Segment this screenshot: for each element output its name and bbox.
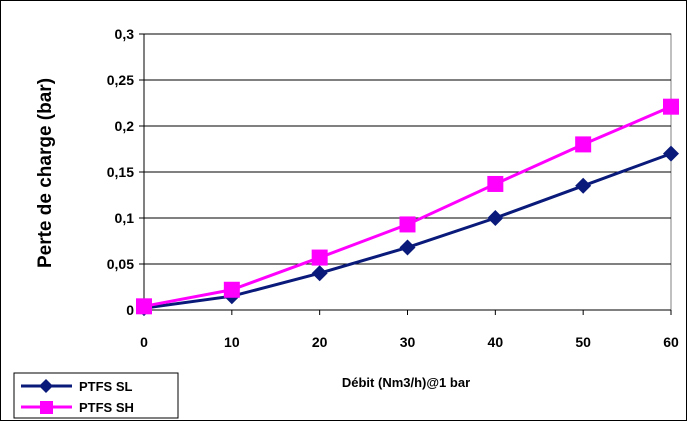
y-tick-label: 0,1 (115, 210, 135, 226)
data-point-ptfs-sh (575, 136, 592, 153)
data-point-ptfs-sl (487, 210, 504, 226)
x-tick-label: 10 (224, 334, 240, 350)
y-axis-title: Perte de charge (bar) (35, 78, 56, 268)
x-tick-label: 0 (140, 334, 148, 350)
data-point-ptfs-sh (136, 298, 152, 315)
y-tick-label: 0,05 (107, 256, 134, 272)
y-tick-label: 0,25 (107, 72, 134, 88)
y-tick-label: 0 (126, 302, 134, 318)
legend-label-ptfs-sl: PTFS SL (79, 379, 133, 394)
legend-marker-ptfs-sh (40, 401, 53, 414)
x-tick-label: 30 (400, 334, 416, 350)
data-point-ptfs-sl (311, 265, 328, 282)
x-axis-title: Débit (Nm3/h)@1 bar (342, 375, 470, 390)
y-tick-label: 0,3 (115, 26, 135, 42)
legend-label-ptfs-sh: PTFS SH (79, 400, 134, 415)
data-point-ptfs-sh (487, 175, 504, 192)
x-tick-label: 20 (312, 334, 328, 350)
data-point-ptfs-sh (223, 281, 240, 298)
y-tick-label: 0,2 (115, 118, 135, 134)
data-point-ptfs-sh (663, 98, 679, 115)
data-point-ptfs-sl (575, 177, 592, 194)
data-point-ptfs-sl (399, 239, 416, 256)
data-point-ptfs-sh (311, 249, 328, 266)
x-tick-label: 50 (575, 334, 591, 350)
x-tick-label: 40 (488, 334, 504, 350)
legend-marker-ptfs-sl (39, 379, 53, 393)
data-point-ptfs-sh (399, 216, 416, 233)
data-point-ptfs-sl (663, 145, 679, 162)
y-tick-label: 0,15 (107, 164, 134, 180)
legend: PTFS SL PTFS SH (13, 372, 179, 419)
x-tick-label: 60 (663, 334, 679, 350)
